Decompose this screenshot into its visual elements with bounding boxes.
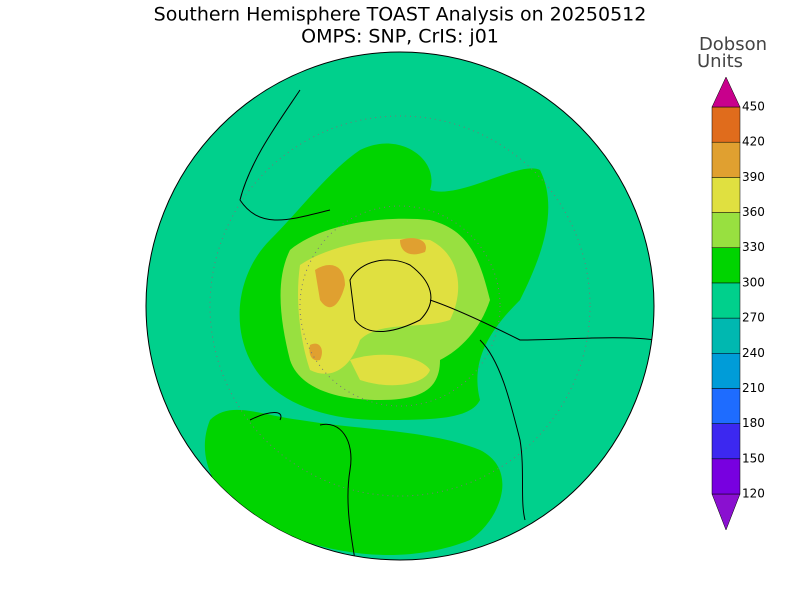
- polar-map: [145, 51, 655, 561]
- colorbar-segment: [711, 247, 741, 284]
- ozone-band: [204, 409, 503, 555]
- map-title: Southern Hemisphere TOAST Analysis on 20…: [154, 4, 647, 26]
- colorbar-tick-label: 210: [742, 381, 765, 395]
- colorbar-tick-label: 180: [742, 416, 765, 430]
- colorbar-tick-label: 420: [742, 135, 765, 149]
- coastline: [239, 89, 526, 521]
- coastline: [349, 259, 654, 341]
- colorbar-segment: [711, 317, 741, 354]
- colorbar-segment: [711, 177, 741, 213]
- colorbar-segment: [711, 423, 741, 460]
- colorbar-segment: [711, 458, 741, 495]
- colorbar-tick-label: 360: [742, 205, 765, 219]
- colorbar-segment: [711, 141, 741, 178]
- ozone-band: [350, 354, 430, 386]
- colorbar-segment: [711, 353, 741, 389]
- colorbar-tick-label: 270: [742, 311, 765, 325]
- colorbar-tick-label: 300: [742, 275, 765, 289]
- latitude-line: [299, 205, 501, 407]
- colorbar-segment: [711, 282, 741, 319]
- colorbar-tick-label: 450: [742, 100, 765, 114]
- colorbar-title: Units: [697, 51, 743, 72]
- ozone-band: [309, 238, 426, 361]
- colorbar-segment: [711, 388, 741, 424]
- colorbar-tick-label: 390: [742, 170, 765, 184]
- colorbar-segment: [711, 212, 741, 248]
- colorbar-segment: [711, 106, 741, 143]
- colorbar-tick-label: 150: [742, 451, 765, 465]
- colorbar-title: Dobson: [699, 34, 767, 55]
- latitude-line: [209, 115, 591, 497]
- colorbar: Dobson Units 120 150 180 210 240 270 300 330 360…: [697, 34, 767, 531]
- map-subtitle: OMPS: SNP, CrIS: j01: [301, 26, 499, 48]
- colorbar-extension: [711, 76, 741, 108]
- colorbar-tick-label: 120: [742, 487, 765, 501]
- colorbar-tick-label: 240: [742, 346, 765, 360]
- coastline: [249, 412, 356, 560]
- colorbar-tick-label: 330: [742, 240, 765, 254]
